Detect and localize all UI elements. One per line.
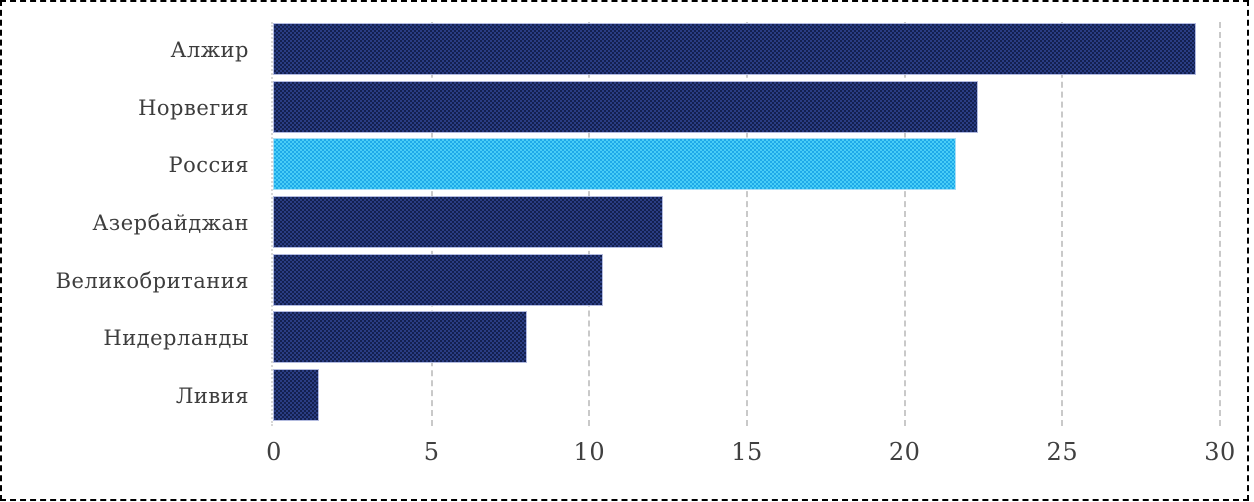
x-tick-label: 0	[266, 438, 282, 466]
category-label: Россия	[168, 153, 249, 178]
category-label: Нидерланды	[103, 326, 249, 351]
x-tick-label: 15	[731, 438, 763, 466]
x-tick-label: 20	[888, 438, 921, 466]
gridline	[903, 22, 906, 426]
bar-нидерланды	[274, 312, 527, 363]
bar-алжир	[274, 24, 1195, 74]
category-label: Алжир	[170, 38, 249, 62]
x-tick-label: 5	[423, 438, 440, 466]
bar-ливия	[274, 370, 319, 421]
gridline	[1061, 22, 1064, 426]
bar-великобритания	[274, 254, 602, 305]
category-label: Азербайджан	[92, 211, 249, 235]
category-label: Ливия	[175, 384, 249, 409]
gridline	[746, 22, 748, 426]
category-label: Великобритания	[55, 268, 249, 293]
x-tick-label: 25	[1046, 438, 1079, 466]
category-label: Норвегия	[138, 95, 249, 120]
x-tick-label: 30	[1204, 438, 1236, 466]
x-tick-label: 10	[573, 438, 606, 466]
y-axis-zero-line	[271, 22, 273, 426]
gridline	[1219, 22, 1221, 426]
bar-норвегия	[274, 81, 978, 132]
bar-россия	[274, 139, 956, 190]
bar-азербайджан	[274, 197, 662, 247]
